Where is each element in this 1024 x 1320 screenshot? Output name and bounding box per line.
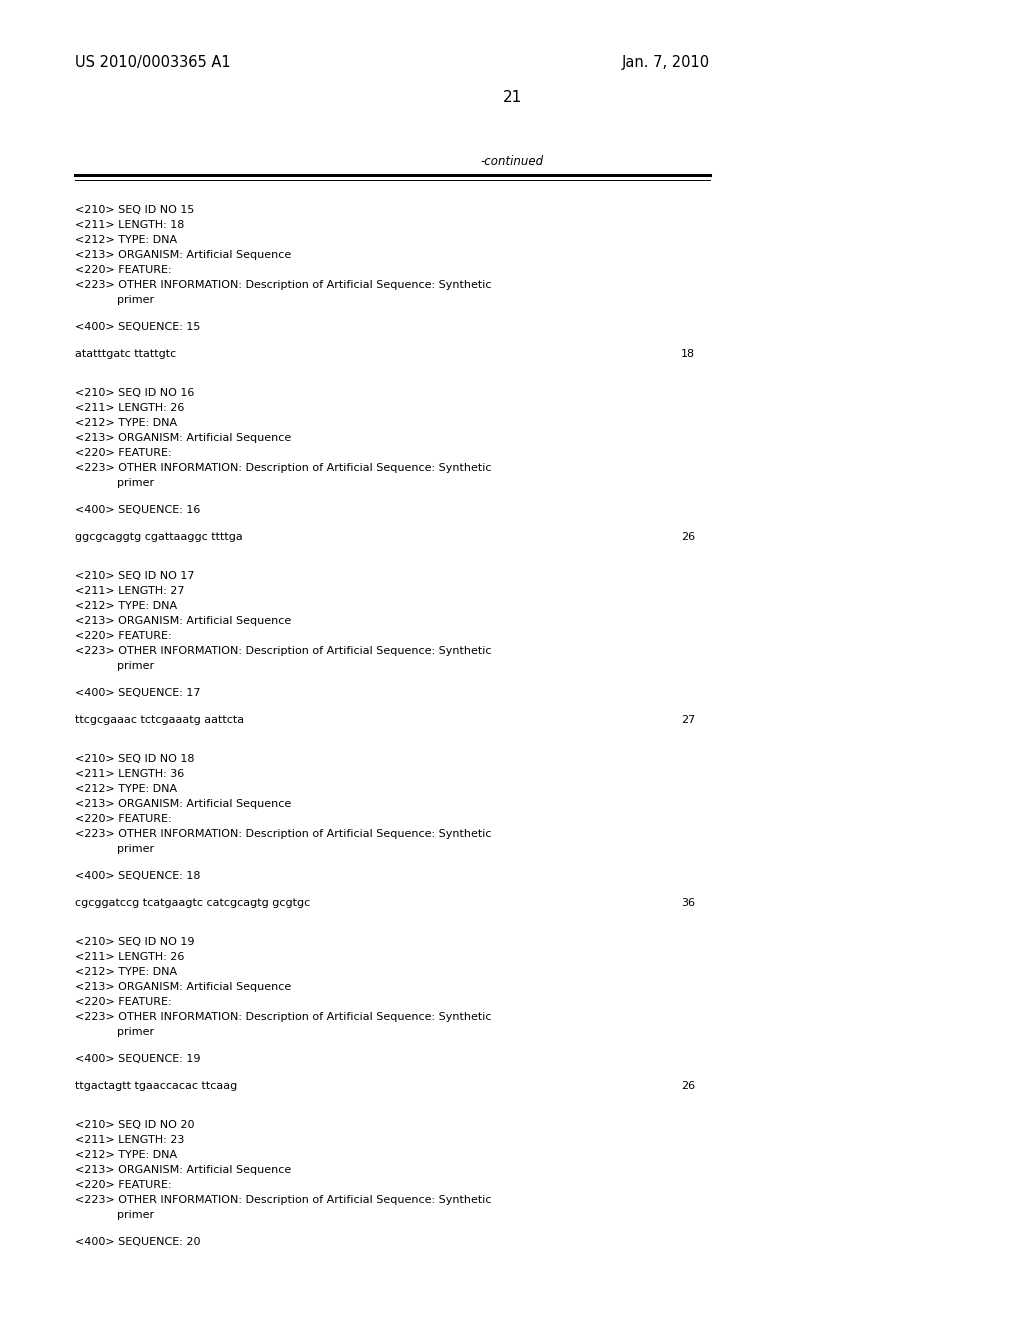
Text: ttcgcgaaac tctcgaaatg aattcta: ttcgcgaaac tctcgaaatg aattcta [75, 715, 244, 725]
Text: <211> LENGTH: 36: <211> LENGTH: 36 [75, 770, 184, 779]
Text: primer: primer [117, 1210, 155, 1220]
Text: <210> SEQ ID NO 15: <210> SEQ ID NO 15 [75, 205, 195, 215]
Text: <212> TYPE: DNA: <212> TYPE: DNA [75, 418, 177, 428]
Text: <210> SEQ ID NO 17: <210> SEQ ID NO 17 [75, 572, 195, 581]
Text: 21: 21 [503, 90, 521, 106]
Text: primer: primer [117, 661, 155, 671]
Text: <212> TYPE: DNA: <212> TYPE: DNA [75, 601, 177, 611]
Text: <210> SEQ ID NO 20: <210> SEQ ID NO 20 [75, 1119, 195, 1130]
Text: <220> FEATURE:: <220> FEATURE: [75, 997, 172, 1007]
Text: <400> SEQUENCE: 17: <400> SEQUENCE: 17 [75, 688, 201, 698]
Text: primer: primer [117, 478, 155, 488]
Text: <223> OTHER INFORMATION: Description of Artificial Sequence: Synthetic: <223> OTHER INFORMATION: Description of … [75, 1195, 492, 1205]
Text: ttgactagtt tgaaccacac ttcaag: ttgactagtt tgaaccacac ttcaag [75, 1081, 238, 1092]
Text: <220> FEATURE:: <220> FEATURE: [75, 631, 172, 642]
Text: <211> LENGTH: 18: <211> LENGTH: 18 [75, 220, 184, 230]
Text: <400> SEQUENCE: 16: <400> SEQUENCE: 16 [75, 506, 201, 515]
Text: <223> OTHER INFORMATION: Description of Artificial Sequence: Synthetic: <223> OTHER INFORMATION: Description of … [75, 1012, 492, 1022]
Text: primer: primer [117, 294, 155, 305]
Text: 18: 18 [681, 348, 695, 359]
Text: -continued: -continued [480, 154, 544, 168]
Text: <220> FEATURE:: <220> FEATURE: [75, 447, 172, 458]
Text: <210> SEQ ID NO 19: <210> SEQ ID NO 19 [75, 937, 195, 946]
Text: <212> TYPE: DNA: <212> TYPE: DNA [75, 235, 177, 246]
Text: <213> ORGANISM: Artificial Sequence: <213> ORGANISM: Artificial Sequence [75, 249, 291, 260]
Text: <213> ORGANISM: Artificial Sequence: <213> ORGANISM: Artificial Sequence [75, 799, 291, 809]
Text: <220> FEATURE:: <220> FEATURE: [75, 1180, 172, 1191]
Text: ggcgcaggtg cgattaaggc ttttga: ggcgcaggtg cgattaaggc ttttga [75, 532, 243, 543]
Text: <220> FEATURE:: <220> FEATURE: [75, 814, 172, 824]
Text: <212> TYPE: DNA: <212> TYPE: DNA [75, 968, 177, 977]
Text: <213> ORGANISM: Artificial Sequence: <213> ORGANISM: Artificial Sequence [75, 616, 291, 626]
Text: <211> LENGTH: 26: <211> LENGTH: 26 [75, 403, 184, 413]
Text: cgcggatccg tcatgaagtc catcgcagtg gcgtgc: cgcggatccg tcatgaagtc catcgcagtg gcgtgc [75, 898, 310, 908]
Text: <220> FEATURE:: <220> FEATURE: [75, 265, 172, 275]
Text: 26: 26 [681, 532, 695, 543]
Text: <212> TYPE: DNA: <212> TYPE: DNA [75, 784, 177, 795]
Text: <212> TYPE: DNA: <212> TYPE: DNA [75, 1150, 177, 1160]
Text: <213> ORGANISM: Artificial Sequence: <213> ORGANISM: Artificial Sequence [75, 1166, 291, 1175]
Text: <211> LENGTH: 23: <211> LENGTH: 23 [75, 1135, 184, 1144]
Text: primer: primer [117, 1027, 155, 1038]
Text: <210> SEQ ID NO 16: <210> SEQ ID NO 16 [75, 388, 195, 399]
Text: 26: 26 [681, 1081, 695, 1092]
Text: <400> SEQUENCE: 15: <400> SEQUENCE: 15 [75, 322, 201, 333]
Text: <211> LENGTH: 26: <211> LENGTH: 26 [75, 952, 184, 962]
Text: <223> OTHER INFORMATION: Description of Artificial Sequence: Synthetic: <223> OTHER INFORMATION: Description of … [75, 280, 492, 290]
Text: <223> OTHER INFORMATION: Description of Artificial Sequence: Synthetic: <223> OTHER INFORMATION: Description of … [75, 829, 492, 840]
Text: <210> SEQ ID NO 18: <210> SEQ ID NO 18 [75, 754, 195, 764]
Text: <213> ORGANISM: Artificial Sequence: <213> ORGANISM: Artificial Sequence [75, 433, 291, 444]
Text: atatttgatc ttattgtc: atatttgatc ttattgtc [75, 348, 176, 359]
Text: <211> LENGTH: 27: <211> LENGTH: 27 [75, 586, 184, 597]
Text: 36: 36 [681, 898, 695, 908]
Text: primer: primer [117, 843, 155, 854]
Text: 27: 27 [681, 715, 695, 725]
Text: <400> SEQUENCE: 19: <400> SEQUENCE: 19 [75, 1053, 201, 1064]
Text: US 2010/0003365 A1: US 2010/0003365 A1 [75, 55, 230, 70]
Text: <213> ORGANISM: Artificial Sequence: <213> ORGANISM: Artificial Sequence [75, 982, 291, 993]
Text: <400> SEQUENCE: 18: <400> SEQUENCE: 18 [75, 871, 201, 880]
Text: <400> SEQUENCE: 20: <400> SEQUENCE: 20 [75, 1237, 201, 1247]
Text: <223> OTHER INFORMATION: Description of Artificial Sequence: Synthetic: <223> OTHER INFORMATION: Description of … [75, 645, 492, 656]
Text: Jan. 7, 2010: Jan. 7, 2010 [622, 55, 710, 70]
Text: <223> OTHER INFORMATION: Description of Artificial Sequence: Synthetic: <223> OTHER INFORMATION: Description of … [75, 463, 492, 473]
